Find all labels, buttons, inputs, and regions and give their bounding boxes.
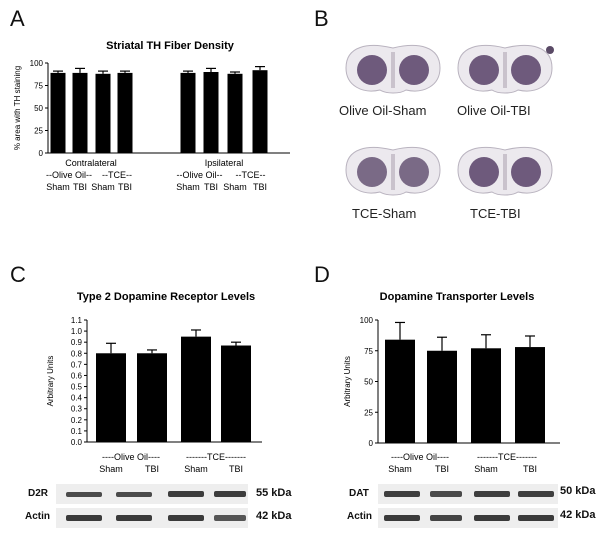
panel-d-ytick-label: 75 [364,347,373,356]
brain-section-tce-sham [345,147,441,196]
panel-d-bar [471,348,501,443]
panel-d-ytick-label: 100 [360,316,374,325]
panel-d-y-axis-label: Arbitrary Units [343,356,352,407]
panel-a-bar [227,73,243,153]
panel-a-bar [180,72,196,153]
panel-a-xtick-label: TBI [73,182,87,192]
kda-label-dat: 50 kDa [560,485,596,497]
panel-a-ytick-label: 50 [34,104,43,113]
panel-c-bar [221,345,251,442]
panel-c-ytick-label: 0.5 [71,383,83,392]
panel-c-xtick-label: Sham [99,464,123,474]
brain-label-olive-sham: Olive Oil-Sham [339,103,427,118]
panel-c-xtick-label: TBI [145,464,159,474]
panel-c-ytick-label: 0.0 [71,438,83,447]
panel-c-ytick-label: 0.8 [71,349,83,358]
panel-a-subgroup-label: --Olive Oil-- [177,170,223,180]
blot-strip-d2r [56,484,248,504]
panel-a-xtick-label: TBI [204,182,218,192]
panel-a-xtick-label: TBI [118,182,132,192]
panel-d-ytick-label: 25 [364,408,373,417]
panel-c-ytick-label: 1.1 [71,316,83,325]
panel-d-xtick-label: Sham [388,464,412,474]
panel-a-ytick-label: 75 [34,82,43,91]
kda-label-d2r: 55 kDa [256,487,292,499]
panel-a-bar [252,70,268,153]
panel-d-ytick-label: 0 [369,439,374,448]
panel-a-subgroup-label: --Olive Oil-- [46,170,92,180]
panel-c-xtick-label: TBI [229,464,243,474]
panel-d-xtick-label: TBI [435,464,449,474]
brain-label-tce-tbi: TCE-TBI [470,206,521,221]
panel-d-xtick-label: Sham [474,464,498,474]
panel-a-ytick-label: 100 [30,59,44,68]
panel-d-group-label: ----Olive Oil---- [391,452,449,462]
blot-strip-actin-d [378,508,558,528]
panel-a-bar [95,73,111,153]
blot-label-actin-d: Actin [347,511,372,522]
panel-c-ytick-label: 0.9 [71,338,83,347]
panel-a-xtick-label: TBI [253,182,267,192]
panel-c-bar [181,336,211,442]
panel-c-ytick-label: 0.6 [71,371,83,380]
blot-label-actin-c: Actin [25,511,50,522]
panel-c-title: Type 2 Dopamine Receptor Levels [77,291,255,303]
panel-a-group-label: Contralateral [65,158,117,168]
panel-d-bar [427,350,457,443]
brain-label-tce-sham: TCE-Sham [352,206,417,221]
panel-a-bar [117,72,133,153]
panel-c-ytick-label: 0.7 [71,360,83,369]
panel-c-y-axis-label: Arbitrary Units [46,356,55,407]
panel-c-group-label: -------TCE------- [186,452,246,462]
panel-a-bar [72,72,88,153]
kda-label-actin-c: 42 kDa [256,510,292,522]
panel-a-subgroup-label: --TCE-- [102,170,132,180]
brain-section-olive-sham [345,45,441,94]
blot-label-dat: DAT [349,488,369,499]
panel-a-group-label: Ipsilateral [205,158,244,168]
panel-d-group-label: -------TCE------- [477,452,537,462]
panel-a-ytick-label: 25 [34,127,43,136]
panel-d-bar [515,347,545,443]
panel-a-xtick-label: Sham [46,182,70,192]
panel-letter-d: D [314,262,330,287]
panel-d-ytick-label: 50 [364,378,373,387]
panel-d-xtick-label: TBI [523,464,537,474]
panel-c-bar [96,353,126,442]
panel-c-ytick-label: 0.2 [71,416,83,425]
panel-letter-a: A [10,6,25,31]
panel-a-bar [50,72,66,153]
brain-section-tce-tbi [457,147,553,196]
panel-c-ytick-label: 0.3 [71,405,83,414]
panel-a-ytick-label: 0 [39,149,44,158]
blot-label-d2r: D2R [28,488,49,499]
panel-a-xtick-label: Sham [223,182,247,192]
panel-letter-c: C [10,262,26,287]
panel-a-xtick-label: Sham [91,182,115,192]
panel-a-title: Striatal TH Fiber Density [106,40,235,52]
panel-d-title: Dopamine Transporter Levels [380,291,535,303]
brain-section-olive-tbi [457,45,554,94]
panel-a-y-axis-label: % area with TH staining [13,66,22,150]
panel-c-group-label: ----Olive Oil---- [102,452,160,462]
kda-label-actin-d: 42 kDa [560,509,596,521]
blot-strip-dat [378,484,558,504]
blot-strip-actin-c [56,508,248,528]
panel-a-subgroup-label: --TCE-- [236,170,266,180]
panel-a-bar [203,72,219,153]
panel-c-ytick-label: 0.4 [71,394,83,403]
brain-label-olive-tbi: Olive Oil-TBI [457,103,531,118]
panel-a-xtick-label: Sham [176,182,200,192]
panel-c-ytick-label: 1.0 [71,327,83,336]
panel-c-bar [137,353,167,442]
panel-c-ytick-label: 0.1 [71,427,83,436]
panel-d-bar [385,339,415,443]
panel-c-xtick-label: Sham [184,464,208,474]
panel-letter-b: B [314,6,329,31]
